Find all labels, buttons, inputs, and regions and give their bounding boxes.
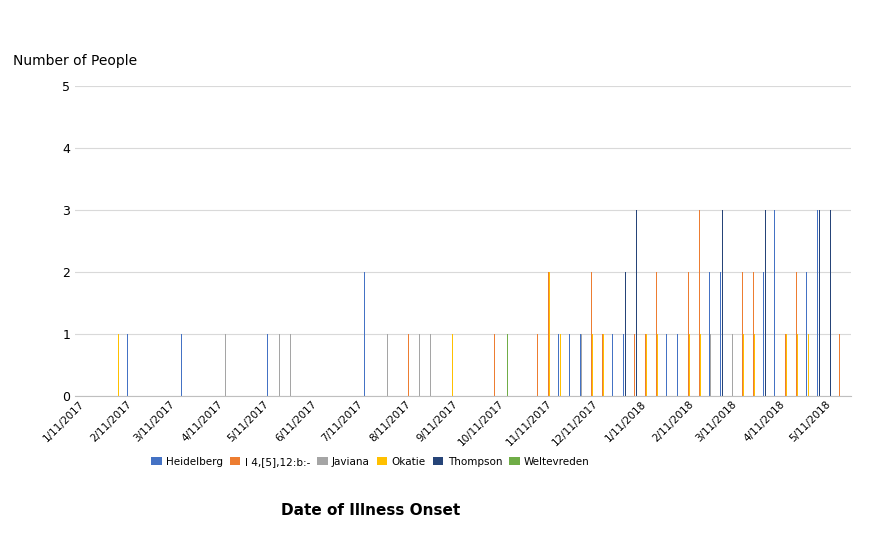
Legend: Heidelberg, I 4,[5],12:b:-, Javiana, Okatie, Thompson, Weltevreden: Heidelberg, I 4,[5],12:b:-, Javiana, Oka…	[147, 453, 594, 471]
Text: Date of Illness Onset: Date of Illness Onset	[280, 503, 460, 518]
Text: Number of People: Number of People	[13, 54, 138, 67]
